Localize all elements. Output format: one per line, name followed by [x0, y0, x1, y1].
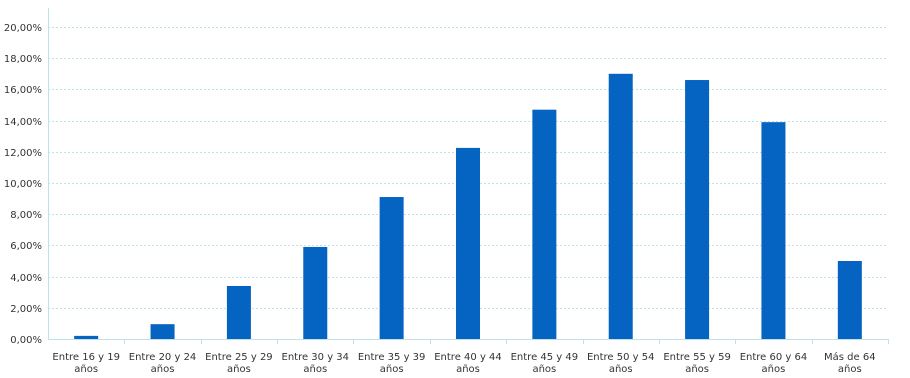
x-tick-label: Entre 20 y 24 [129, 352, 197, 363]
x-tick-label: años [456, 364, 480, 375]
y-tick-label: 18,00% [4, 54, 42, 65]
x-tick-label: años [74, 364, 98, 375]
bars-layer [74, 73, 862, 340]
x-tick-label: años [151, 364, 175, 375]
bar [456, 147, 480, 339]
y-tick-label: 20,00% [4, 23, 42, 34]
x-tick-label: Entre 16 y 19 [52, 352, 120, 363]
bar [761, 122, 786, 339]
y-tick-labels: 0,00% 2,00% 4,00% 6,00% 8,00% 10,00% 12,00% 14,… [4, 23, 42, 346]
y-tick-label: 8,00% [10, 210, 42, 221]
x-tick-label: Entre 40 y 44 [434, 352, 502, 363]
x-tick-label: años [532, 364, 556, 375]
y-tick-label: 6,00% [10, 241, 42, 252]
x-tick-label: años [303, 364, 327, 375]
bar [608, 73, 633, 340]
bar [685, 80, 710, 339]
bar [74, 335, 99, 339]
x-tick-label: años [685, 364, 709, 375]
bar [837, 261, 862, 339]
bar [379, 197, 404, 339]
y-tick-label: 10,00% [4, 179, 42, 190]
y-tick-label: 2,00% [10, 304, 42, 315]
bar [532, 109, 557, 340]
x-tick-label: Entre 45 y 49 [511, 352, 579, 363]
x-tick-label: años [838, 364, 862, 375]
y-tick-label: 0,00% [10, 335, 42, 346]
y-tick-label: 14,00% [4, 117, 42, 128]
x-tick-label: Entre 30 y 34 [282, 352, 350, 363]
bar [150, 324, 175, 339]
y-tick-label: 16,00% [4, 85, 42, 96]
x-tick-label: Entre 50 y 54 [587, 352, 655, 363]
x-tick-label: años [762, 364, 786, 375]
bar [226, 285, 251, 339]
x-tick-label: años [380, 364, 404, 375]
y-tick-label: 4,00% [10, 273, 42, 284]
x-tick-label: años [227, 364, 251, 375]
axis-layer [48, 8, 889, 344]
y-tick-label: 12,00% [4, 148, 42, 159]
x-tick-label: Entre 25 y 29 [205, 352, 273, 363]
x-tick-label: Entre 60 y 64 [740, 352, 808, 363]
bar [303, 246, 328, 339]
x-tick-label: Más de 64 [824, 351, 876, 363]
x-tick-label: Entre 55 y 59 [663, 352, 731, 363]
x-tick-label: Entre 35 y 39 [358, 352, 426, 363]
x-tick-label: años [609, 364, 633, 375]
